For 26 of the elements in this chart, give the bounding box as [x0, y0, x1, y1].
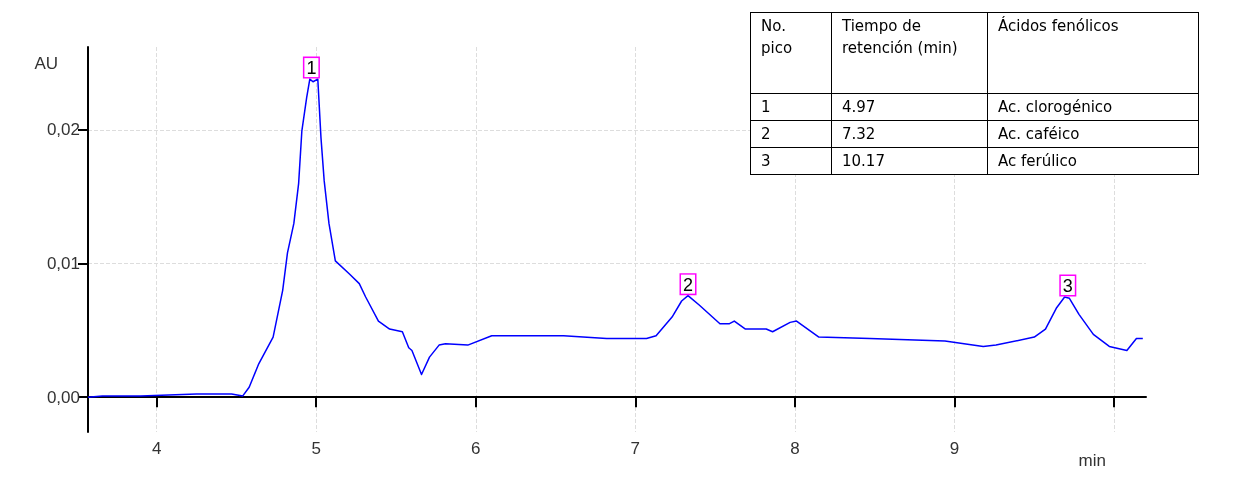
annotation: No. pico — [750, 12, 832, 94]
annotation: 1 — [306, 58, 317, 79]
y-axis-title: AU — [34, 54, 58, 73]
x-tick-label: 8 — [790, 439, 800, 458]
annotation: Tiempo de retención (min) — [831, 12, 988, 94]
annotation: 2 — [750, 120, 832, 148]
annotation: 3 — [1062, 275, 1073, 296]
y-tick-label: 0,00 — [46, 387, 80, 407]
x-tick-label: 9 — [949, 439, 960, 458]
annotation: Ac. clorogénico — [987, 93, 1199, 121]
annotation: Ac ferúlico — [987, 147, 1199, 175]
annotation: 2 — [683, 274, 694, 295]
x-tick-label: 4 — [151, 439, 162, 458]
x-tick-label: 7 — [630, 439, 641, 458]
annotation: 3 — [750, 147, 832, 175]
y-tick-label: 0,01 — [46, 254, 80, 274]
annotation: 4.97 — [831, 93, 988, 121]
x-tick-label: 5 — [311, 439, 321, 458]
text: Ácidos fenólicos — [998, 17, 1119, 35]
annotation: 7.32 — [831, 120, 988, 148]
y-tick-label: 0,02 — [46, 120, 80, 140]
annotation: 10.17 — [831, 147, 988, 175]
annotation: Ac. caféico — [987, 120, 1199, 148]
annotation: 1 — [750, 93, 832, 121]
x-axis-title: min — [1078, 451, 1107, 470]
x-tick-label: 6 — [471, 439, 481, 458]
